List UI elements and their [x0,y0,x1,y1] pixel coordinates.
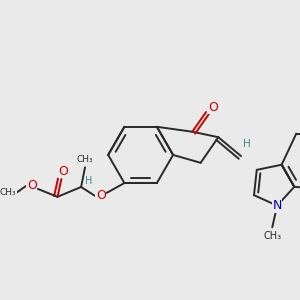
Text: O: O [96,189,106,202]
Text: CH₃: CH₃ [0,188,16,197]
Text: H: H [85,176,93,186]
Text: O: O [208,100,218,114]
Text: N: N [272,199,282,212]
Text: CH₃: CH₃ [263,231,281,241]
Text: O: O [27,179,37,193]
Text: O: O [58,165,68,178]
Text: H: H [243,139,251,149]
Text: CH₃: CH₃ [77,155,93,164]
